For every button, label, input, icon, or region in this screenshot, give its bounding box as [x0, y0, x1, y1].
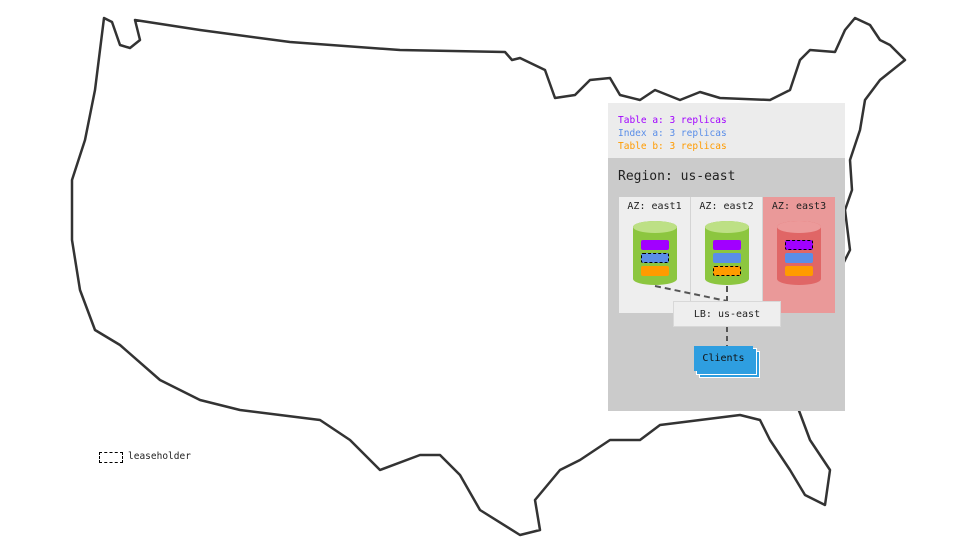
replica-index-a-leaseholder: [641, 253, 669, 263]
load-balancer: LB: us-east: [673, 301, 781, 327]
az-label: AZ: east2: [699, 201, 754, 212]
database-node-top: [777, 221, 821, 233]
replica-index-a: [713, 253, 741, 263]
connector-east1-lb: [654, 285, 728, 302]
az-east1: AZ: east1: [619, 197, 691, 313]
replica-table-b: [785, 266, 813, 276]
az-label: AZ: east3: [771, 201, 827, 212]
replica-table-a-leaseholder: [785, 240, 813, 250]
clients-box: Clients: [694, 346, 753, 371]
legend-index-a: Index a: 3 replicas: [618, 128, 727, 139]
leaseholder-key-icon: [99, 452, 123, 463]
replica-legend: Table a: 3 replicas Index a: 3 replicas …: [608, 103, 845, 158]
replica-table-b: [641, 266, 669, 276]
database-node-top: [633, 221, 677, 233]
legend-table-a: Table a: 3 replicas: [618, 115, 727, 126]
leaseholder-key-label: leaseholder: [128, 451, 191, 462]
az-east2: AZ: east2: [691, 197, 763, 313]
replica-table-b-leaseholder: [713, 266, 741, 276]
az-east3: AZ: east3: [763, 197, 835, 313]
az-label: AZ: east1: [627, 201, 682, 212]
legend-table-b: Table b: 3 replicas: [618, 141, 727, 152]
replica-index-a: [785, 253, 813, 263]
database-node-top: [705, 221, 749, 233]
region-title: Region: us-east: [618, 169, 736, 184]
replica-table-a: [641, 240, 669, 250]
replica-table-a: [713, 240, 741, 250]
